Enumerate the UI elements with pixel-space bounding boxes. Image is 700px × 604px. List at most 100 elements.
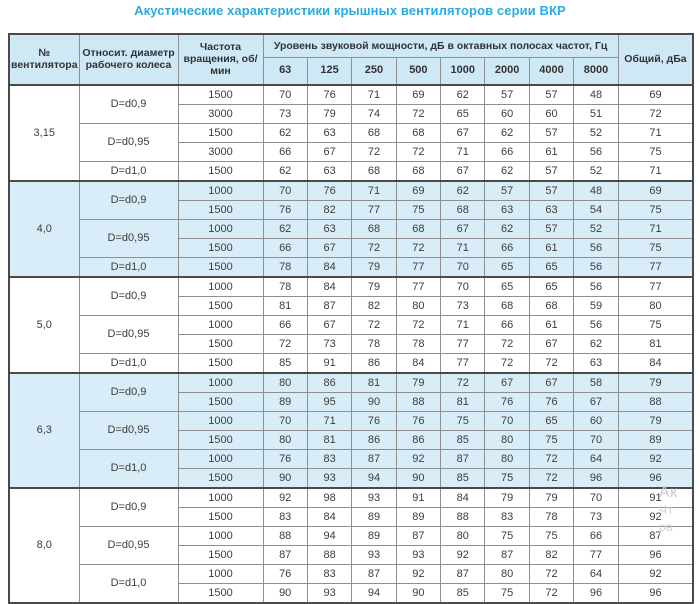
level-cell: 86 xyxy=(306,371,353,393)
level-cell: 85 xyxy=(440,582,486,603)
total-cell: 69 xyxy=(617,83,694,105)
level-cell: 68 xyxy=(395,122,442,143)
level-cell: 76 xyxy=(484,391,530,412)
level-cell: 65 xyxy=(484,275,530,297)
level-cell: 84 xyxy=(306,275,353,297)
speed-cell: 3000 xyxy=(177,103,264,124)
table-row: 3000 66 67 72 72 71 66 61 56 75 xyxy=(9,141,694,162)
level-cell: 93 xyxy=(395,544,442,565)
level-cell: 89 xyxy=(351,525,397,546)
table-row: D=d0,95 1000 62 63 68 68 67 62 57 52 71 xyxy=(9,218,694,258)
watermark-line: ра xyxy=(659,520,674,534)
level-cell: 82 xyxy=(351,295,397,316)
level-cell: 89 xyxy=(262,391,308,412)
level-cell: 75 xyxy=(528,429,575,450)
speed-cell: 1500 xyxy=(177,122,264,143)
level-cell: 67 xyxy=(440,122,486,143)
level-cell: 66 xyxy=(262,314,308,335)
level-cell: 67 xyxy=(528,371,575,393)
diameter-cell: D=d0,95 xyxy=(78,218,179,258)
total-cell: 77 xyxy=(617,256,694,277)
speed-cell: 1000 xyxy=(177,525,264,546)
level-cell: 80 xyxy=(484,448,530,469)
level-cell: 80 xyxy=(484,563,530,584)
speed-cell: 3000 xyxy=(177,141,264,162)
level-cell: 75 xyxy=(528,525,575,546)
level-cell: 85 xyxy=(262,352,308,373)
level-cell: 78 xyxy=(395,333,442,354)
level-cell: 62 xyxy=(262,160,308,181)
level-cell: 72 xyxy=(484,333,530,354)
col-header-freq-63: 63 xyxy=(262,56,308,85)
level-cell: 56 xyxy=(573,275,619,297)
level-cell: 57 xyxy=(528,122,575,143)
level-cell: 73 xyxy=(262,103,308,124)
diameter-cell: D=d1,0 xyxy=(78,352,179,373)
level-cell: 67 xyxy=(528,333,575,354)
level-cell: 72 xyxy=(395,314,442,335)
level-cell: 98 xyxy=(306,486,353,508)
level-cell: 76 xyxy=(262,563,308,584)
speed-cell: 1000 xyxy=(177,314,264,335)
level-cell: 90 xyxy=(262,582,308,603)
level-cell: 81 xyxy=(440,391,486,412)
speed-cell: 1500 xyxy=(177,544,264,565)
col-header-total: Общий, дБа xyxy=(617,33,694,85)
speed-cell: 1000 xyxy=(177,563,264,584)
level-cell: 80 xyxy=(395,295,442,316)
speed-cell: 1000 xyxy=(177,371,264,393)
total-cell: 75 xyxy=(617,199,694,220)
level-cell: 67 xyxy=(306,237,353,258)
diameter-cell: D=d1,0 xyxy=(78,563,179,603)
total-cell: 77 xyxy=(617,275,694,297)
table-row: D=d0,95 1000 66 67 72 72 71 66 61 56 75 xyxy=(9,314,694,354)
level-cell: 72 xyxy=(484,352,530,373)
level-cell: 61 xyxy=(528,237,575,258)
level-cell: 62 xyxy=(484,218,530,239)
level-cell: 62 xyxy=(262,218,308,239)
speed-cell: 1500 xyxy=(177,256,264,277)
level-cell: 61 xyxy=(528,141,575,162)
level-cell: 67 xyxy=(306,314,353,335)
col-header-freq-500: 500 xyxy=(395,56,442,85)
level-cell: 60 xyxy=(573,410,619,431)
level-cell: 70 xyxy=(573,429,619,450)
level-cell: 75 xyxy=(395,199,442,220)
level-cell: 65 xyxy=(484,256,530,277)
level-cell: 72 xyxy=(440,371,486,393)
level-cell: 68 xyxy=(351,122,397,143)
col-header-freq-8000: 8000 xyxy=(573,56,619,85)
level-cell: 60 xyxy=(528,103,575,124)
level-cell: 77 xyxy=(351,199,397,220)
level-cell: 65 xyxy=(440,103,486,124)
level-cell: 76 xyxy=(262,448,308,469)
total-cell: 71 xyxy=(617,218,694,239)
table-row: 1500 90 93 94 90 85 75 72 96 96 xyxy=(9,467,694,488)
level-cell: 48 xyxy=(573,83,619,105)
level-cell: 81 xyxy=(262,295,308,316)
level-cell: 57 xyxy=(528,218,575,239)
level-cell: 57 xyxy=(528,160,575,181)
level-cell: 75 xyxy=(484,525,530,546)
level-cell: 56 xyxy=(573,237,619,258)
level-cell: 79 xyxy=(351,256,397,277)
level-cell: 79 xyxy=(484,486,530,508)
level-cell: 64 xyxy=(573,448,619,469)
speed-cell: 1500 xyxy=(177,237,264,258)
level-cell: 68 xyxy=(440,199,486,220)
level-cell: 62 xyxy=(440,83,486,105)
total-cell: 79 xyxy=(617,410,694,431)
level-cell: 88 xyxy=(440,506,486,527)
speed-cell: 1500 xyxy=(177,352,264,373)
level-cell: 80 xyxy=(484,429,530,450)
level-cell: 72 xyxy=(351,141,397,162)
total-cell: 84 xyxy=(617,352,694,373)
watermark: Ак Чт ра xyxy=(659,484,700,536)
level-cell: 72 xyxy=(395,103,442,124)
col-header-speed: Частота вращения, об/мин xyxy=(177,33,264,85)
total-cell: 75 xyxy=(617,314,694,335)
level-cell: 72 xyxy=(528,467,575,488)
level-cell: 48 xyxy=(573,179,619,201)
level-cell: 87 xyxy=(440,563,486,584)
level-cell: 61 xyxy=(528,314,575,335)
